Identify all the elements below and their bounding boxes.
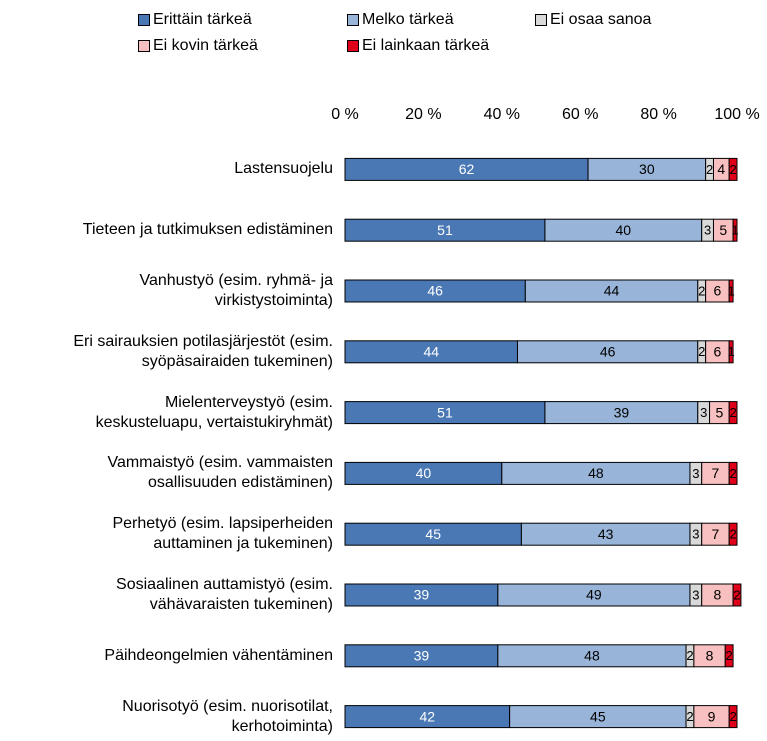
legend-label: Erittäin tärkeä [153, 11, 252, 28]
data-label: 2 [686, 648, 693, 663]
data-label: 46 [427, 283, 443, 299]
data-label: 3 [692, 527, 699, 542]
category-label: Perhetyö (esim. lapsiperheiden auttamine… [112, 515, 333, 553]
data-label: 30 [639, 161, 655, 177]
data-label: 39 [414, 587, 430, 603]
data-label: 44 [423, 344, 439, 360]
bar-segment [732, 218, 738, 242]
data-label: 39 [614, 404, 630, 420]
data-label: 6 [714, 344, 722, 360]
x-tick-label: 60 % [562, 106, 598, 123]
data-label: 48 [584, 648, 600, 664]
data-label: 3 [700, 405, 707, 420]
data-label: 45 [590, 708, 606, 724]
bar-segment [728, 461, 738, 485]
legend-item: Ei lainkaan tärkeä [347, 37, 489, 55]
bar-segment [728, 705, 738, 729]
bar-segment [732, 583, 742, 607]
data-label: 62 [459, 161, 475, 177]
bar-segment [728, 401, 738, 425]
data-label: 7 [712, 465, 720, 481]
legend-swatch [535, 14, 547, 26]
data-label: 46 [600, 344, 616, 360]
data-label: 3 [692, 587, 699, 602]
x-tick-label: 40 % [484, 106, 520, 123]
data-label: 42 [420, 708, 436, 724]
data-label: 48 [588, 465, 604, 481]
bar-segment [724, 644, 734, 668]
category-label: Vammaistyö (esim. vammaisten osallisuude… [107, 454, 333, 492]
data-label: 45 [425, 526, 441, 542]
data-label: 5 [719, 222, 727, 238]
data-label: 2 [698, 283, 705, 298]
legend-label: Ei osaa sanoa [550, 11, 652, 28]
legend-item: Erittäin tärkeä [138, 11, 252, 29]
data-label: 39 [414, 648, 430, 664]
legend-item: Ei osaa sanoa [535, 11, 651, 29]
data-label: 2 [706, 162, 713, 177]
category-label: Mielenterveystyö (esim. keskusteluapu, v… [95, 393, 333, 431]
legend-swatch [138, 14, 150, 26]
data-label: 51 [437, 222, 453, 238]
data-label: 2 [726, 648, 733, 663]
legend-label: Ei kovin tärkeä [153, 37, 258, 54]
data-label: 6 [714, 283, 722, 299]
data-label: 4 [717, 161, 725, 177]
data-label: 2 [729, 405, 736, 420]
legend-label: Ei lainkaan tärkeä [362, 37, 490, 54]
legend-swatch [347, 40, 359, 52]
legend-item: Melko tärkeä [347, 11, 454, 29]
data-label: 2 [698, 344, 705, 359]
data-label: 8 [714, 587, 722, 603]
x-tick-label: 0 % [331, 106, 359, 123]
legend-label: Melko tärkeä [362, 11, 454, 28]
data-label: 2 [733, 587, 740, 602]
legend-item: Ei kovin tärkeä [138, 37, 258, 55]
category-label: Tieteen ja tutkimuksen edistäminen [82, 221, 333, 239]
data-label: 7 [712, 526, 720, 542]
data-label: 2 [686, 709, 693, 724]
data-label: 1 [728, 283, 735, 298]
data-label: 51 [437, 404, 453, 420]
data-label: 1 [728, 344, 735, 359]
bar-segment [728, 340, 734, 364]
data-label: 1 [731, 223, 738, 238]
legend-swatch [138, 40, 150, 52]
data-label: 5 [715, 404, 723, 420]
data-label: 40 [416, 465, 432, 481]
data-label: 49 [586, 587, 602, 603]
data-label: 3 [692, 466, 699, 481]
category-label: Vanhustyö (esim. ryhmä- ja virkistystoim… [139, 272, 333, 309]
x-tick-label: 100 % [714, 106, 759, 123]
data-label: 3 [704, 223, 711, 238]
x-tick-label: 20 % [405, 106, 441, 123]
category-label: Sosiaalinen auttamistyö (esim. vähävarai… [116, 576, 333, 613]
x-tick-label: 80 % [640, 106, 676, 123]
data-label: 2 [729, 162, 736, 177]
legend-swatch [347, 14, 359, 26]
data-label: 2 [729, 466, 736, 481]
category-label: Eri sairauksien potilasjärjestöt (esim. … [73, 332, 333, 370]
bar-segment [728, 279, 734, 303]
data-label: 2 [729, 527, 736, 542]
category-label: Nuorisotyö (esim. nuorisotilat, kerhotoi… [122, 697, 333, 735]
bar-segment [728, 157, 738, 181]
data-label: 2 [729, 709, 736, 724]
data-label: 44 [604, 283, 620, 299]
data-label: 40 [616, 222, 632, 238]
data-label: 8 [706, 648, 714, 664]
data-label: 43 [598, 526, 614, 542]
category-label: Lastensuojelu [234, 160, 333, 178]
bar-segment [728, 522, 738, 546]
data-label: 9 [708, 708, 716, 724]
category-label: Päihdeongelmien vähentäminen [104, 646, 333, 664]
